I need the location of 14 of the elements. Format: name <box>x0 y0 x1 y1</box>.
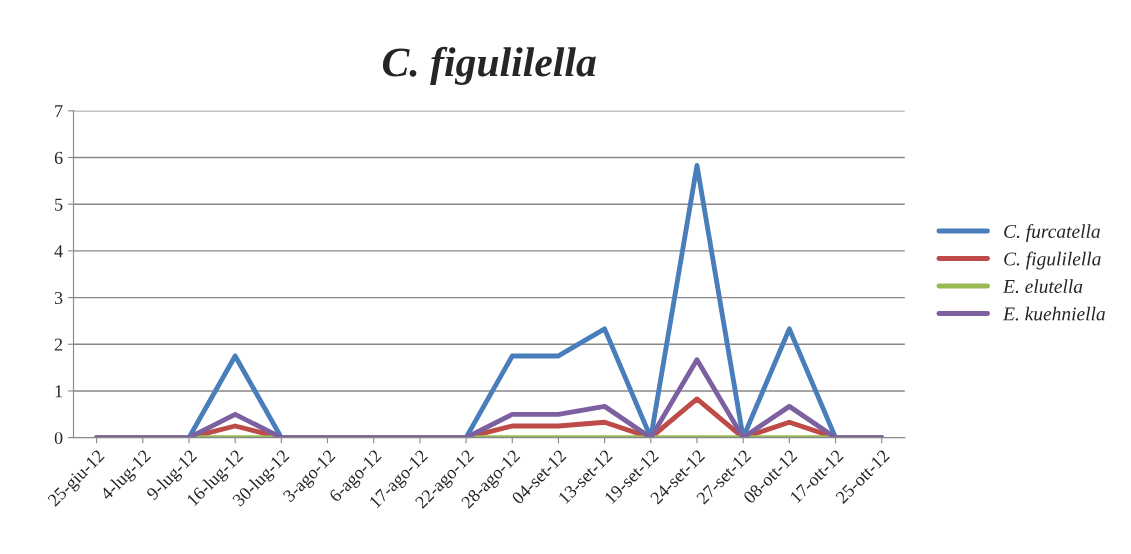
y-tick-label: 1 <box>55 385 63 398</box>
legend-label: C. furcatella <box>1004 224 1100 242</box>
y-tick-label: 3 <box>54 291 63 305</box>
legend-label: E. elutella <box>1002 279 1083 294</box>
chart-title: C. figulilella <box>382 46 596 85</box>
legend-label: C. figulilella <box>1004 251 1101 270</box>
y-tick-label: 0 <box>54 431 63 445</box>
y-tick-label: 2 <box>54 338 63 351</box>
line-series <box>94 357 885 438</box>
y-tick-label: 5 <box>55 198 63 211</box>
legend-label: E. kuehniella <box>1002 306 1105 321</box>
y-tick-label: 6 <box>54 151 63 164</box>
y-tick-label: 7 <box>55 105 63 118</box>
y-tick-label: 4 <box>54 245 63 258</box>
